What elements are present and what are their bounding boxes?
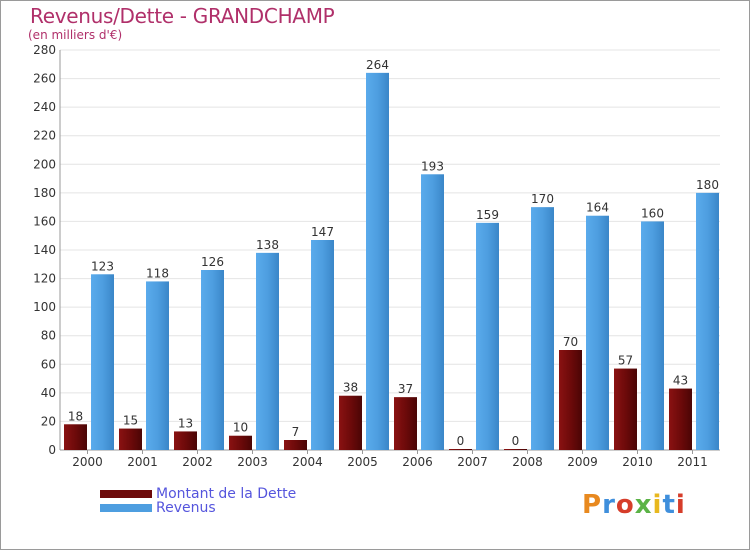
data-label-debt: 10	[233, 421, 248, 435]
bar-debt	[284, 440, 307, 450]
legend-item-revenue: Revenus	[100, 500, 360, 516]
x-tick-label: 2003	[237, 455, 268, 469]
proxiti-logo: Proxiti	[582, 490, 686, 520]
bar-revenue	[146, 281, 169, 450]
bar-revenue	[91, 274, 114, 450]
data-label-debt: 18	[68, 409, 83, 423]
y-tick-label: 100	[33, 300, 56, 314]
chart-title: Revenus/Dette - GRANDCHAMP	[30, 4, 335, 28]
bar-revenue	[586, 215, 609, 450]
bars	[64, 72, 719, 451]
data-label-revenue: 160	[641, 206, 664, 220]
chart-subtitle: (en milliers d'€)	[28, 28, 123, 42]
y-tick-label: 260	[33, 72, 56, 86]
y-tick-label: 40	[41, 386, 56, 400]
data-label-revenue: 180	[696, 178, 719, 192]
bar-debt	[614, 368, 637, 450]
gridlines	[60, 49, 720, 451]
data-label-revenue: 164	[586, 201, 609, 215]
x-tick-label: 2001	[127, 455, 158, 469]
bar-debt	[229, 435, 252, 450]
y-tick-label: 280	[33, 43, 56, 57]
y-tick-label: 0	[48, 443, 56, 457]
data-label-debt: 43	[673, 374, 688, 388]
bar-debt	[64, 424, 87, 450]
y-tick-label: 180	[33, 186, 56, 200]
x-tick-label: 2005	[347, 455, 378, 469]
data-label-debt: 38	[343, 381, 358, 395]
y-tick-label: 240	[33, 100, 56, 114]
x-tick-label: 2000	[72, 455, 103, 469]
x-tick-label: 2011	[677, 455, 708, 469]
legend-label-debt: Montant de la Dette	[156, 486, 297, 502]
y-tick-label: 160	[33, 214, 56, 228]
legend-swatch-revenue	[100, 504, 152, 512]
bar-revenue	[366, 72, 389, 450]
bar-revenue	[531, 207, 554, 450]
data-label-revenue: 126	[201, 255, 224, 269]
bar-debt	[339, 395, 362, 450]
legend-swatch-debt	[100, 490, 152, 498]
y-tick-label: 220	[33, 129, 56, 143]
bar-debt	[559, 350, 582, 450]
data-labels: 18 123 15 118 13 126 10 138 7 147 38 264 37 193 0 159 0 1…	[68, 58, 719, 448]
x-tick-label: 2004	[292, 455, 323, 469]
data-label-debt: 15	[123, 414, 138, 428]
data-label-revenue: 264	[366, 58, 389, 72]
bar-revenue	[476, 222, 499, 450]
bar-revenue	[421, 174, 444, 451]
legend-label-revenue: Revenus	[156, 500, 216, 516]
x-tick-label: 2007	[457, 455, 488, 469]
axes: 0204060801001201401601802002202402602802…	[33, 43, 720, 469]
x-tick-label: 2006	[402, 455, 433, 469]
x-tick-label: 2008	[512, 455, 543, 469]
bar-debt	[174, 431, 197, 450]
x-tick-label: 2009	[567, 455, 598, 469]
x-tick-label: 2010	[622, 455, 653, 469]
bar-revenue	[256, 252, 279, 450]
bar-debt	[394, 397, 417, 450]
legend-item-debt: Montant de la Dette	[100, 486, 360, 502]
y-tick-label: 200	[33, 157, 56, 171]
bar-debt	[449, 449, 472, 450]
data-label-revenue: 138	[256, 238, 279, 252]
bar-revenue	[641, 221, 664, 450]
y-tick-label: 140	[33, 243, 56, 257]
y-tick-label: 120	[33, 272, 56, 286]
bar-debt	[119, 428, 142, 450]
data-label-revenue: 147	[311, 225, 334, 239]
data-label-revenue: 193	[421, 159, 444, 173]
data-label-debt: 0	[512, 434, 520, 448]
data-label-revenue: 123	[91, 259, 114, 273]
bar-debt	[504, 449, 527, 450]
y-tick-label: 60	[41, 357, 56, 371]
data-label-revenue: 170	[531, 192, 554, 206]
data-label-debt: 13	[178, 416, 193, 430]
bar-debt	[669, 388, 692, 450]
bar-revenue	[201, 270, 224, 450]
y-tick-label: 20	[41, 414, 56, 428]
y-tick-label: 80	[41, 329, 56, 343]
data-label-debt: 57	[618, 354, 633, 368]
data-label-debt: 7	[292, 425, 300, 439]
data-label-debt: 70	[563, 335, 578, 349]
bar-revenue	[696, 192, 719, 450]
data-label-debt: 0	[457, 434, 465, 448]
bar-revenue	[311, 240, 334, 450]
data-label-revenue: 159	[476, 208, 499, 222]
x-tick-label: 2002	[182, 455, 213, 469]
data-label-debt: 37	[398, 382, 413, 396]
data-label-revenue: 118	[146, 266, 169, 280]
